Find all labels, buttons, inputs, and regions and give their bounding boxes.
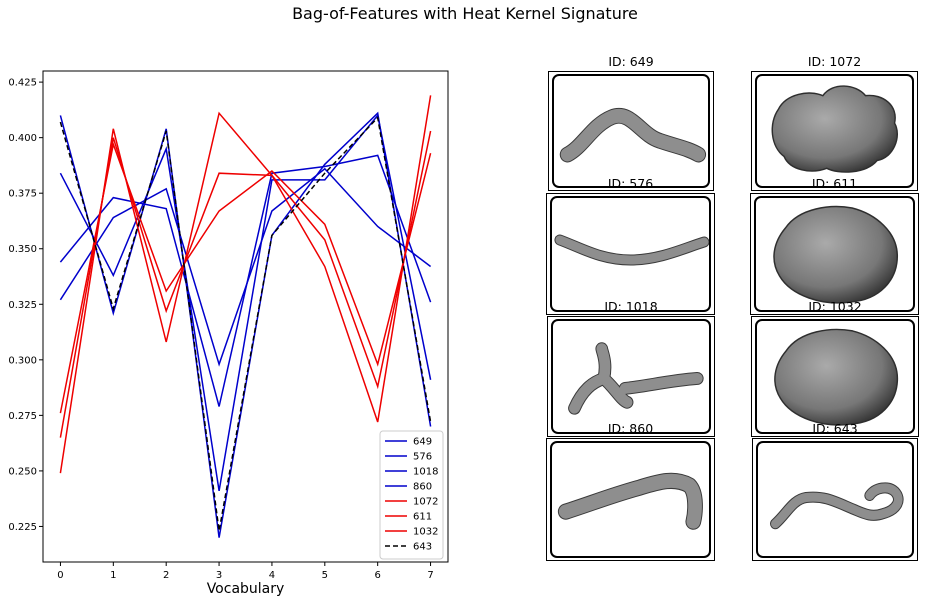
series-line-611 xyxy=(59,130,432,438)
series-line-1018 xyxy=(59,154,432,407)
thumbnail-image xyxy=(754,196,915,312)
series-line-643 xyxy=(59,116,432,532)
shape-thumbnail: ID: 1018 xyxy=(547,299,715,437)
x-tick-label: 3 xyxy=(216,570,222,581)
x-tick-label: 2 xyxy=(163,570,169,581)
shape-thumbnail: ID: 860 xyxy=(546,421,715,561)
series-line-1032 xyxy=(59,141,432,414)
y-tick-label: 0.250 xyxy=(8,466,37,477)
shape-thumbnail: ID: 643 xyxy=(752,421,918,561)
y-tick-label: 0.375 xyxy=(8,189,37,200)
series-line-649 xyxy=(59,111,432,538)
shape-thumbnail: ID: 649 xyxy=(548,54,714,191)
thumbnail-image xyxy=(755,319,915,434)
thumbnail-title: ID: 1032 xyxy=(808,299,862,314)
legend-label-576: 576 xyxy=(413,452,432,463)
series-line-860 xyxy=(59,167,432,367)
legend-label-1018: 1018 xyxy=(413,467,438,478)
thumbnail-title: ID: 576 xyxy=(607,176,654,191)
legend-label-1032: 1032 xyxy=(413,527,438,538)
y-tick-label: 0.325 xyxy=(8,300,37,311)
legend-label-860: 860 xyxy=(413,482,432,493)
thumbnail-frame xyxy=(751,71,918,191)
series-line-576 xyxy=(59,113,432,492)
x-tick-label: 0 xyxy=(57,570,63,581)
y-tick-label: 0.300 xyxy=(8,355,37,366)
legend-label-1072: 1072 xyxy=(413,497,438,508)
thumbnail-frame xyxy=(751,316,919,437)
thumbnail-title: ID: 1072 xyxy=(807,54,862,69)
thumbnail-image xyxy=(550,196,711,312)
legend-box xyxy=(379,430,444,560)
x-tick-label: 5 xyxy=(322,570,328,581)
y-tick-label: 0.350 xyxy=(8,244,37,255)
thumbnail-image xyxy=(551,319,711,434)
y-tick-label: 0.425 xyxy=(8,78,37,89)
figure-suptitle: Bag-of-Features with Heat Kernel Signatu… xyxy=(292,4,638,23)
plot-frame xyxy=(42,70,449,563)
legend-label-611: 611 xyxy=(413,512,432,523)
thumbnail-frame xyxy=(546,438,715,561)
chart-legend: 649 576 1018 860 1072 611 1032 643 xyxy=(379,430,444,560)
thumbnail-image xyxy=(552,74,710,188)
thumbnail-image xyxy=(756,441,914,558)
legend-label-649: 649 xyxy=(413,437,432,448)
shape-thumbnail: ID: 1032 xyxy=(751,299,919,437)
thumbnail-title: ID: 1018 xyxy=(604,299,658,314)
thumbnail-title: ID: 649 xyxy=(608,54,654,69)
y-tick-label: 0.275 xyxy=(8,411,37,422)
thumbnail-frame xyxy=(548,71,714,191)
x-tick-label: 6 xyxy=(374,570,380,581)
thumbnail-frame xyxy=(752,438,918,561)
thumbnail-frame xyxy=(547,316,715,437)
thumbnail-frame xyxy=(750,193,919,315)
shape-thumbnail: ID: 611 xyxy=(750,176,919,315)
x-tick-label: 1 xyxy=(110,570,116,581)
thumbnail-title: ID: 611 xyxy=(811,176,858,191)
thumbnail-title: ID: 860 xyxy=(607,421,654,436)
shape-thumbnail: ID: 1072 xyxy=(751,54,918,191)
x-tick-label: 7 xyxy=(427,570,433,581)
x-axis-label: Vocabulary xyxy=(207,581,285,597)
x-tick-label: 4 xyxy=(269,570,275,581)
thumbnail-title: ID: 643 xyxy=(812,421,858,436)
thumbnail-frame xyxy=(546,193,715,315)
thumbnail-image xyxy=(755,74,914,188)
thumbnail-image xyxy=(550,441,711,558)
y-tick-label: 0.400 xyxy=(8,133,37,144)
y-tick-label: 0.225 xyxy=(8,522,37,533)
legend-label-643: 643 xyxy=(413,542,432,553)
shape-thumbnail: ID: 576 xyxy=(546,176,715,315)
